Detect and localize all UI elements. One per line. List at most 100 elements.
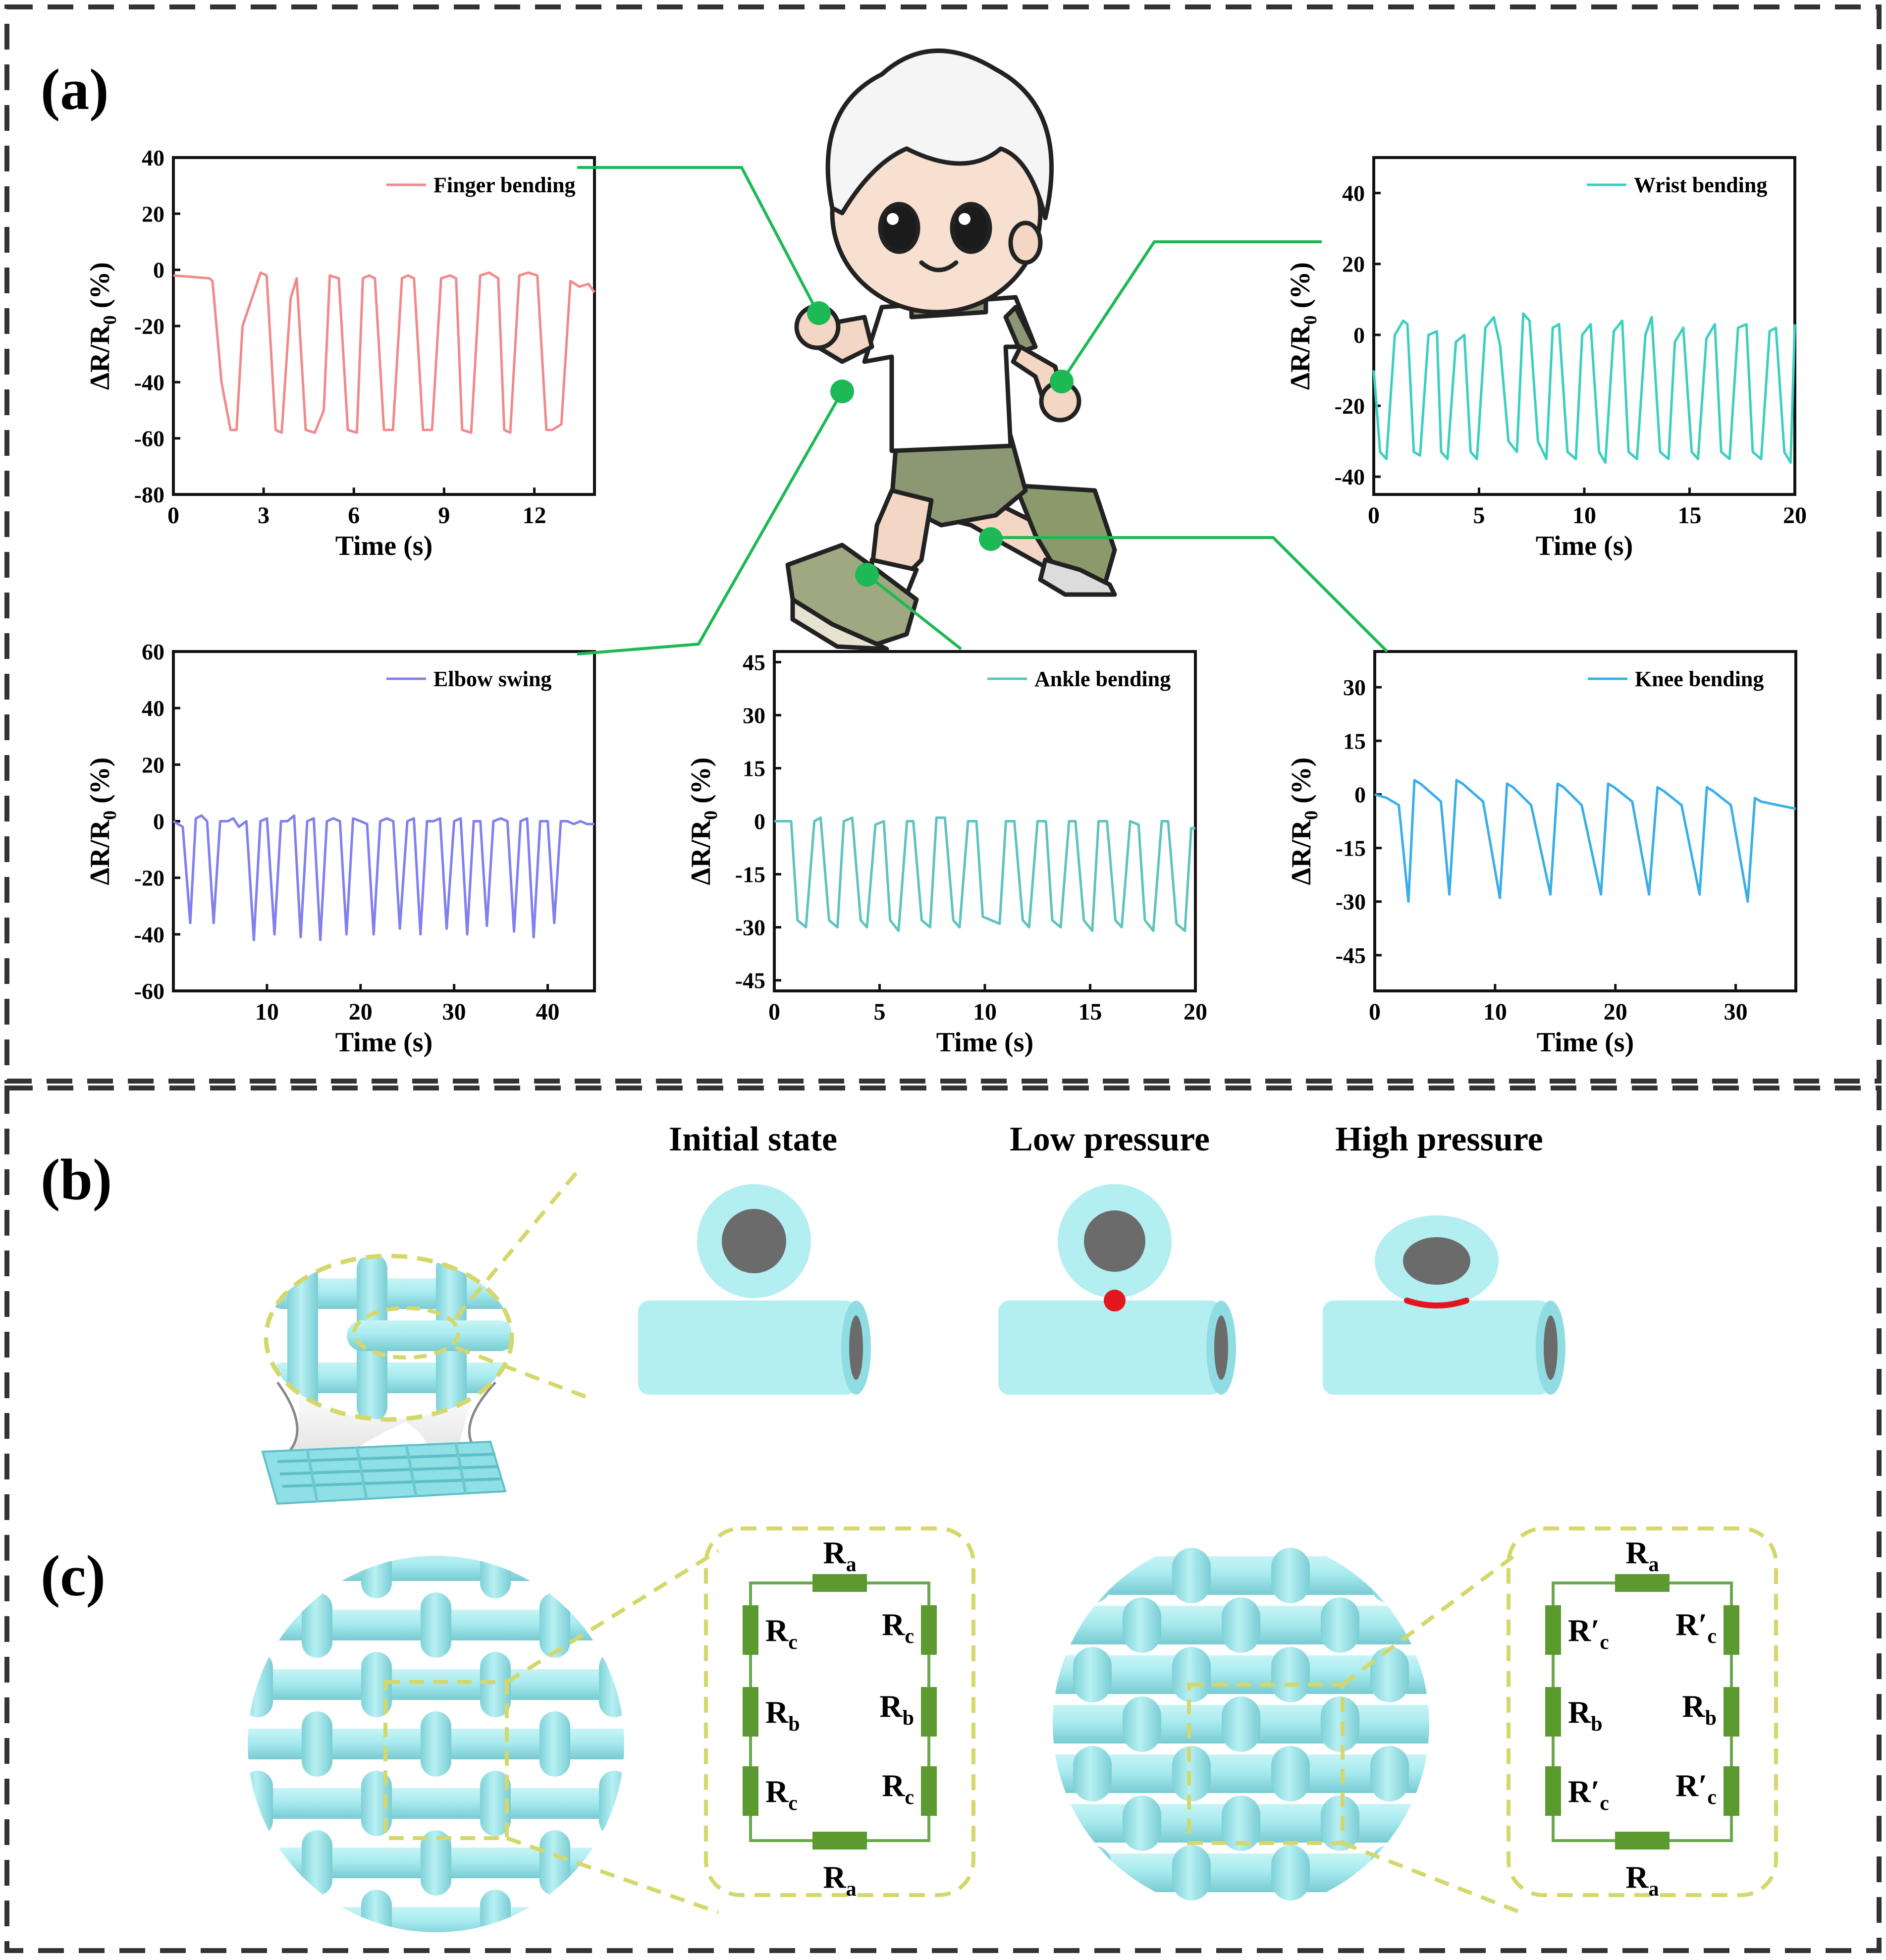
y-axis-title-unit: (%) [1286,758,1317,811]
resistor-label-right-main: R [879,1688,903,1724]
resistor-left [743,1605,758,1655]
series-line [1374,779,1796,903]
sensor-dot-finger [807,301,831,325]
panel-label-a: (a) [41,57,109,122]
resistor-label-left-sub: c [788,1792,798,1815]
legend-label: Knee bending [1635,667,1764,691]
x-axis-title: Time (s) [335,1027,433,1058]
y-tick-label: 20 [142,201,164,226]
warp-yarn-segment [1222,1597,1260,1653]
warp-yarn-segment [1123,1597,1161,1653]
y-axis-title: ΔR/R0 (%) [686,758,721,885]
y-tick-label: 0 [153,809,164,834]
resistor-left [1545,1766,1561,1816]
warp-yarn-segment [1073,1845,1112,1901]
warp-yarn-segment [248,1556,273,1598]
warp-yarn-segment [302,1830,332,1896]
state-low-pressure [998,1184,1236,1395]
resistor-label-left: Rb [765,1694,800,1736]
resistor-label-right-sub: c [1707,1786,1717,1809]
resistor-label-top-sub: a [846,1553,857,1576]
y-tick-label: 0 [754,809,765,834]
x-tick-label: 5 [874,999,886,1025]
warp-yarn-segment [599,1556,624,1598]
y-axis-title-sub: 0 [1301,811,1322,820]
y-axis-title-sub: 0 [100,315,120,325]
warp-yarn-segment [421,1830,451,1896]
state-initial [638,1184,871,1395]
warp-yarn-segment [1271,1647,1310,1702]
y-axis-title: ΔR/R0 (%) [85,262,120,390]
resistor-label-left: Rb [1568,1694,1603,1736]
running-boy-illustration [785,48,1117,652]
warp-yarn-segment [539,1711,570,1777]
weft-yarn [1053,1754,1429,1793]
warp-yarn-segment [1123,1796,1161,1851]
y-axis-title-unit: (%) [686,758,716,811]
warp-yarn-segment [1370,1746,1409,1801]
resistor-left [1545,1605,1561,1655]
x-tick-label: 9 [438,502,450,529]
resistor-label-right-sub: c [1707,1625,1717,1648]
y-tick-label: -40 [1335,464,1365,490]
y-axis-title-main: ΔR/R [1285,325,1316,390]
weave-closeup-left [248,1549,720,1932]
warp-yarn-segment [302,1592,332,1658]
y-tick-label: 15 [1343,728,1366,754]
resistor-label-left: Rc [765,1774,798,1815]
y-tick-label: 40 [142,145,164,170]
resistor-top [812,1574,867,1592]
resistor-label-top-sub: a [1649,1553,1659,1576]
warp-yarn-segment [480,1652,511,1717]
resistor-label-left-main: R [1568,1694,1591,1730]
x-tick-label: 6 [348,502,360,529]
y-tick-label: 0 [1354,782,1366,807]
x-tick-label: 15 [1678,502,1702,529]
warp-yarn-segment [480,1556,511,1598]
warp-yarn-segment [1172,1746,1211,1801]
warp-yarn-segment [248,1771,273,1836]
resistor-label-left-sub: c [788,1631,798,1654]
resistor-right [1724,1687,1739,1737]
frame-panel-bc [4,1086,1882,1953]
resistor-label-bottom-sub: a [1649,1878,1659,1901]
warp-yarn-segment [302,1711,332,1777]
resistor-label-right-main: R [1682,1688,1705,1724]
circuit-zoom-box [704,1526,975,1897]
y-tick-label: 45 [743,650,765,675]
x-tick-label: 0 [167,502,179,529]
weft-yarn [248,1556,624,1581]
x-tick-label: 15 [1078,999,1102,1025]
circuit-zoom-box [1507,1526,1778,1897]
x-tick-label: 0 [768,999,780,1025]
warp-yarn-segment [1073,1746,1112,1801]
frame-panel-a [4,4,1882,1084]
warp-yarn-segment [599,1771,624,1836]
zoom-ellipse-outer [264,1253,514,1422]
y-axis-title-sub: 0 [100,811,120,820]
resistor-label-left: R′c [1568,1613,1609,1654]
resistor-label-right-sub: c [905,1625,914,1648]
y-tick-label: 0 [1353,323,1365,348]
x-tick-label: 20 [1184,999,1207,1025]
warp-yarn-segment [1370,1845,1409,1901]
y-tick-label: -20 [134,314,164,339]
resistor-right [921,1766,937,1816]
y-axis-title: ΔR/R0 (%) [1286,758,1322,885]
resistor-right [921,1687,937,1737]
warp-yarn-segment [1271,1845,1310,1901]
resistor-bottom [1615,1832,1670,1850]
resistor-label-left-main: R [765,1613,789,1648]
panel-label-b: (b) [41,1147,112,1212]
x-tick-label: 10 [255,999,279,1025]
y-tick-label: 20 [1342,252,1365,277]
resistor-label-right-sub: c [905,1786,914,1809]
resistor-label-left-main: R [765,1774,789,1809]
warp-yarn-segment [1271,1548,1310,1603]
series-line [1372,312,1796,464]
y-tick-label: 30 [1343,675,1366,700]
legend-label: Wrist bending [1634,173,1767,197]
y-tick-label: -60 [134,426,164,451]
